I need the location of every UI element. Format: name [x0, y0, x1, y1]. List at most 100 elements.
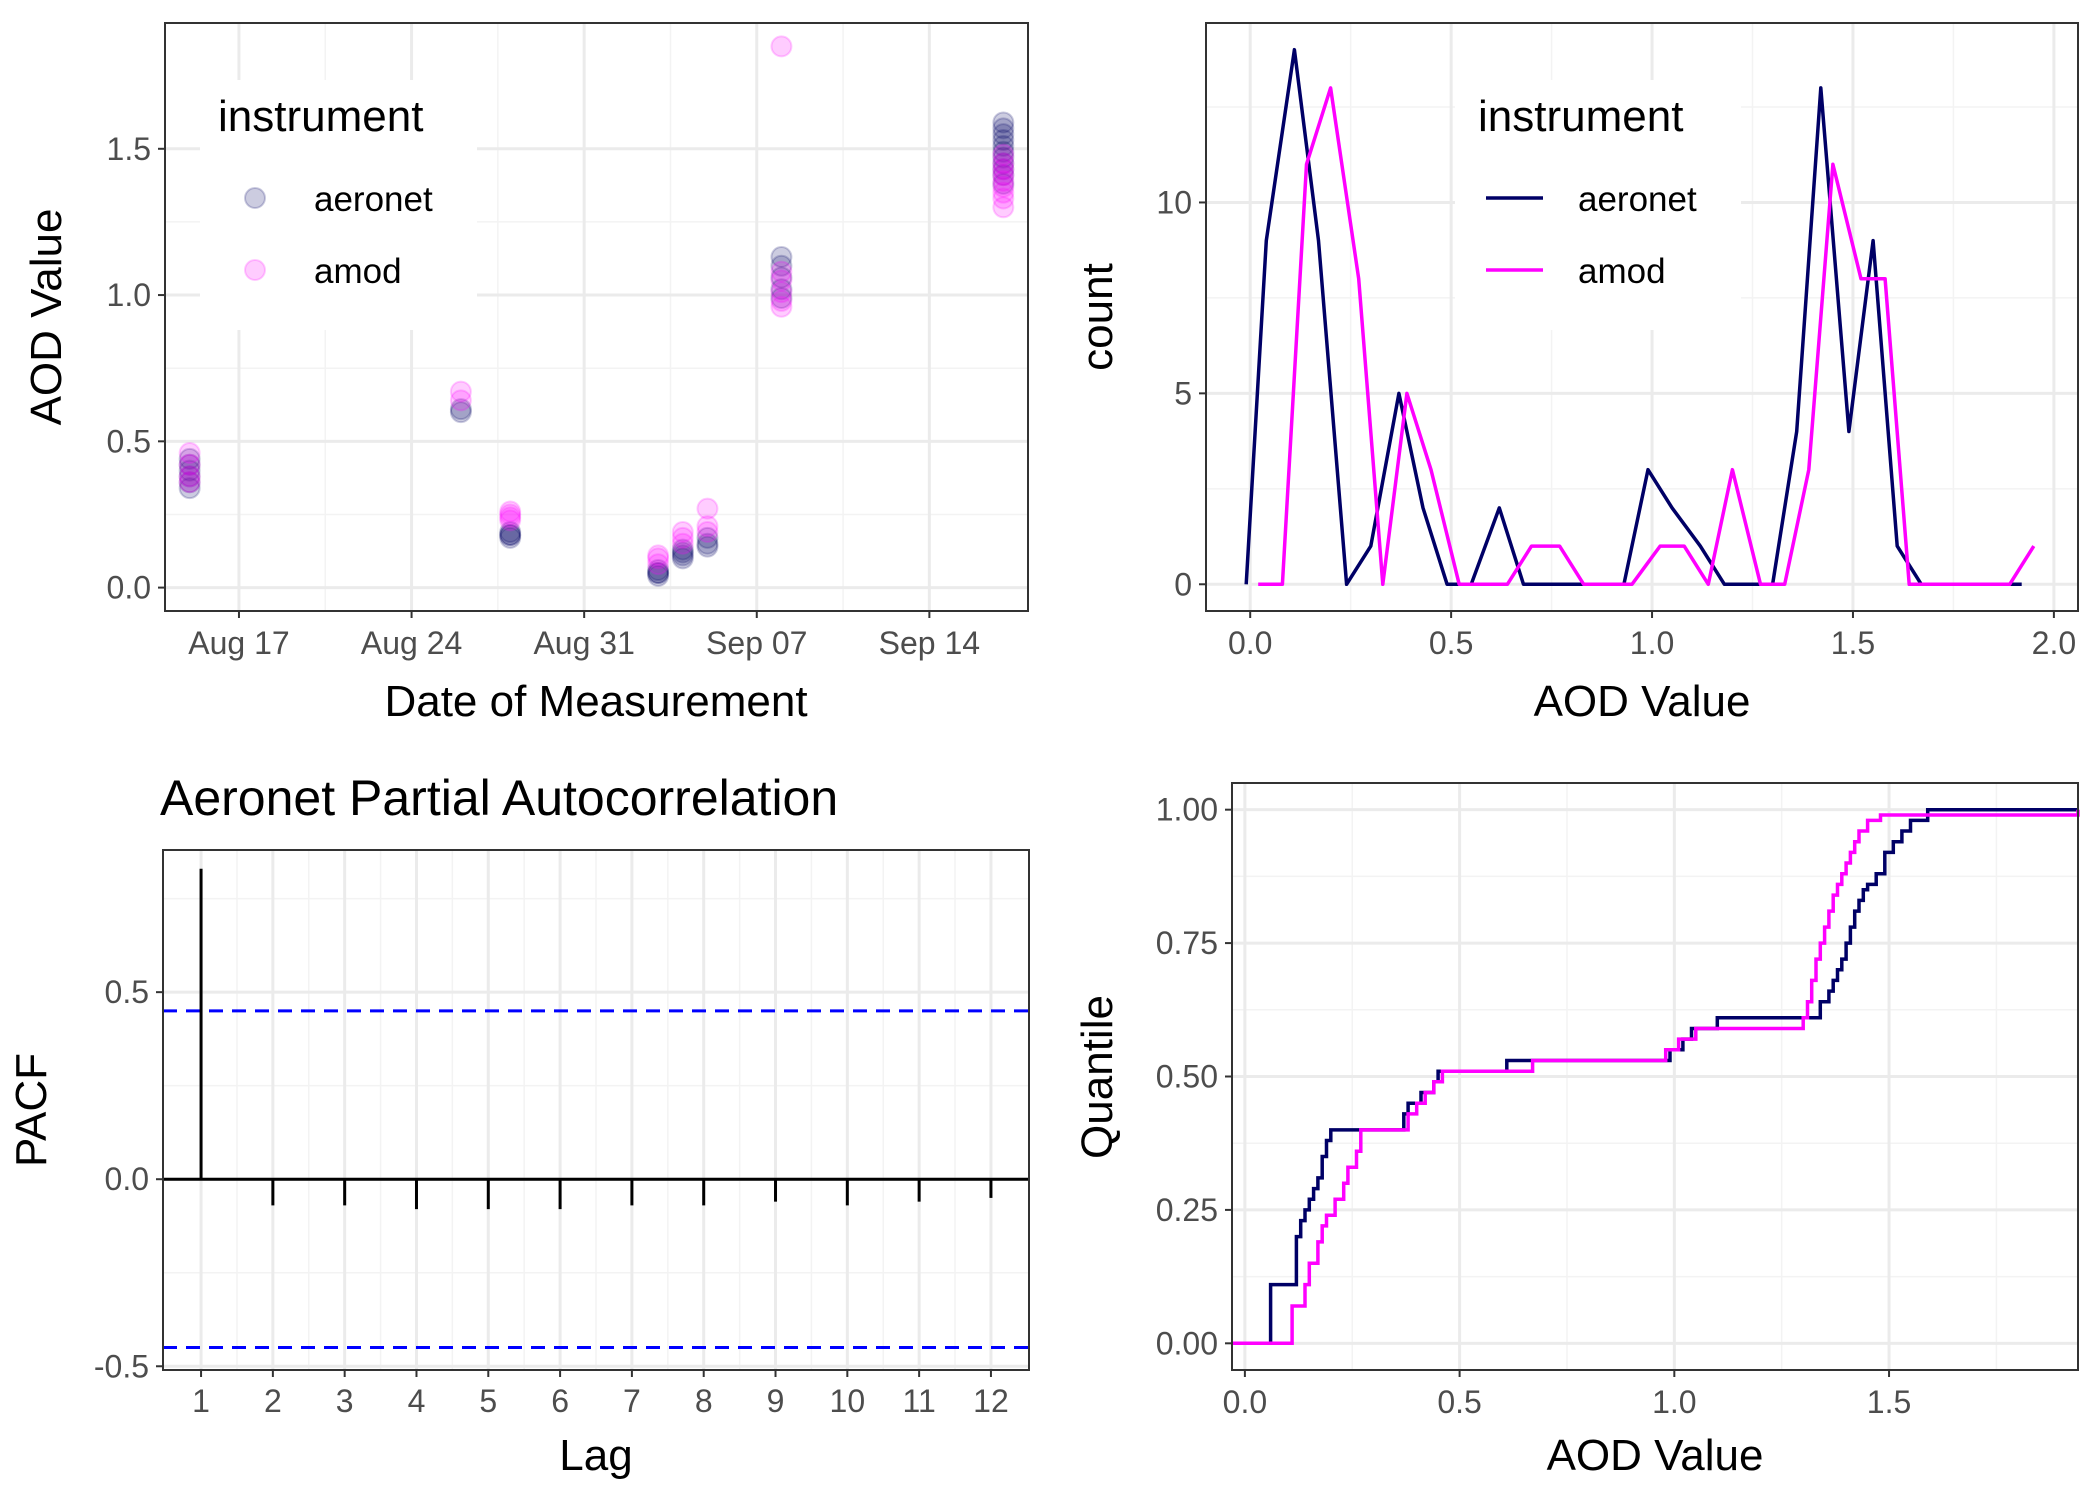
aeronet-point — [770, 286, 793, 309]
aeronet-point — [770, 246, 793, 269]
amod-point — [499, 503, 522, 526]
aeronet-point — [499, 523, 522, 546]
x-tick-label: 1 — [192, 1383, 210, 1419]
amod-point — [992, 158, 1015, 181]
scatter-points — [178, 35, 1015, 587]
aeronet-point — [696, 535, 719, 558]
x-tick-label: 3 — [336, 1383, 354, 1419]
aeronet-point — [992, 111, 1015, 134]
x-tick-label: 8 — [695, 1383, 713, 1419]
y-tick-label: 0.5 — [105, 974, 149, 1010]
aeronet-point — [992, 134, 1015, 157]
amod-point — [992, 143, 1015, 166]
aeronet-point — [671, 541, 694, 564]
aeronet-point — [770, 266, 793, 289]
histogram-legend-label-amod: amod — [1578, 252, 1666, 291]
y-tick-label: 0.75 — [1156, 925, 1218, 961]
aeronet-point — [696, 532, 719, 555]
aeronet-point — [647, 561, 670, 584]
aeronet-count-line — [1244, 47, 2022, 587]
aeronet-point — [992, 164, 1015, 187]
ecdf-tick-labels: 0.0 0.5 1.0 1.5 0.00 0.25 0.50 0.75 1.00 — [1156, 792, 1912, 1420]
histogram-legend-title: instrument — [1478, 92, 1683, 141]
y-tick-label: 0.50 — [1156, 1059, 1218, 1095]
scatter-legend-label-amod: amod — [314, 252, 402, 291]
aeronet-point — [696, 526, 719, 549]
aeronet-point — [499, 523, 522, 546]
x-tick-label: 10 — [830, 1383, 866, 1419]
amod-point — [696, 521, 719, 544]
pacf-y-axis-title: PACF — [7, 1053, 56, 1167]
aeronet-point — [992, 172, 1015, 195]
aeronet-point — [992, 123, 1015, 146]
x-tick-label: 6 — [551, 1383, 569, 1419]
histogram-tick-labels: 0.0 0.5 1.0 1.5 2.0 0 5 10 — [1156, 184, 2076, 661]
x-tick-label: 2 — [264, 1383, 282, 1419]
y-tick-label: -0.5 — [94, 1348, 149, 1384]
histogram-panel: instrument aeronet amod 0.0 0.5 1.0 1.5 2.00… — [1073, 22, 2079, 726]
y-tick-label: 0.25 — [1156, 1192, 1218, 1228]
aeronet-point — [671, 547, 694, 570]
aeronet-point — [992, 158, 1015, 181]
amod-point — [992, 164, 1015, 187]
amod-count-line — [1258, 86, 2036, 587]
amod-point — [671, 532, 694, 555]
aeronet-point — [178, 471, 201, 494]
amod-point — [178, 453, 201, 476]
amod-point — [178, 465, 201, 488]
amod-point — [992, 181, 1015, 204]
histogram-panel-border — [1205, 22, 2079, 612]
amod-ecdf-line — [1232, 809, 2080, 1346]
aeronet-point — [178, 447, 201, 470]
pacf-title: Aeronet Partial Autocorrelation — [160, 770, 838, 826]
x-tick-label: 11 — [903, 1383, 936, 1419]
amod-point — [770, 295, 793, 318]
aeronet-point — [992, 140, 1015, 163]
y-tick-label: 0.0 — [107, 570, 151, 606]
histogram-legend: instrument aeronet amod — [1455, 80, 1741, 330]
scatter-legend-key-aeronet — [244, 187, 266, 209]
scatter-panel: instrument aeronet amod Aug 17 Aug 24 Aug … — [22, 22, 1029, 726]
amod-point — [499, 506, 522, 529]
y-tick-label: 5 — [1174, 375, 1192, 411]
ecdf-lines — [1232, 807, 2080, 1346]
amod-point — [992, 175, 1015, 198]
histogram-lines — [1244, 47, 2036, 587]
amod-point — [499, 500, 522, 523]
amod-point — [696, 497, 719, 520]
amod-point — [770, 289, 793, 312]
amod-point — [770, 35, 793, 58]
x-tick-label: 4 — [408, 1383, 426, 1419]
y-tick-label: 1.0 — [107, 277, 151, 313]
scatter-legend: instrument aeronet amod — [200, 80, 477, 330]
amod-point — [449, 380, 472, 403]
aeronet-point — [499, 526, 522, 549]
aeronet-point — [671, 544, 694, 567]
histogram-legend-label-aeronet: aeronet — [1578, 180, 1697, 219]
y-tick-label: 1.00 — [1156, 792, 1218, 828]
aeronet-point — [499, 521, 522, 544]
aeronet-point — [992, 146, 1015, 169]
ecdf-x-axis-title: AOD Value — [1547, 1431, 1764, 1480]
ecdf-panel: 0.0 0.5 1.0 1.5 0.00 0.25 0.50 0.75 1.00 AOD Val… — [1073, 782, 2080, 1480]
x-tick-label: 0.0 — [1223, 1384, 1267, 1420]
scatter-tick-labels: Aug 17 Aug 24 Aug 31 Sep 07 Sep 14 0.0 0.5 1.0 1… — [107, 131, 981, 661]
x-tick-label: 1.0 — [1652, 1384, 1696, 1420]
aeronet-point — [178, 453, 201, 476]
scatter-panel-border — [164, 22, 1029, 612]
aeronet-point — [449, 398, 472, 421]
x-tick-label: 1.0 — [1630, 625, 1674, 661]
amod-point — [992, 152, 1015, 175]
amod-point — [992, 187, 1015, 210]
aeronet-point — [178, 465, 201, 488]
amod-point — [647, 544, 670, 567]
amod-point — [647, 553, 670, 576]
pacf-gridlines — [163, 850, 1029, 1370]
y-tick-label: 0.0 — [105, 1161, 149, 1197]
x-tick-label: 7 — [623, 1383, 641, 1419]
amod-point — [499, 509, 522, 532]
pacf-tick-labels: 1 2 3 4 5 6 7 8 9 10 11 120.50.0-0.5 — [94, 974, 1009, 1419]
aeronet-point — [178, 477, 201, 500]
